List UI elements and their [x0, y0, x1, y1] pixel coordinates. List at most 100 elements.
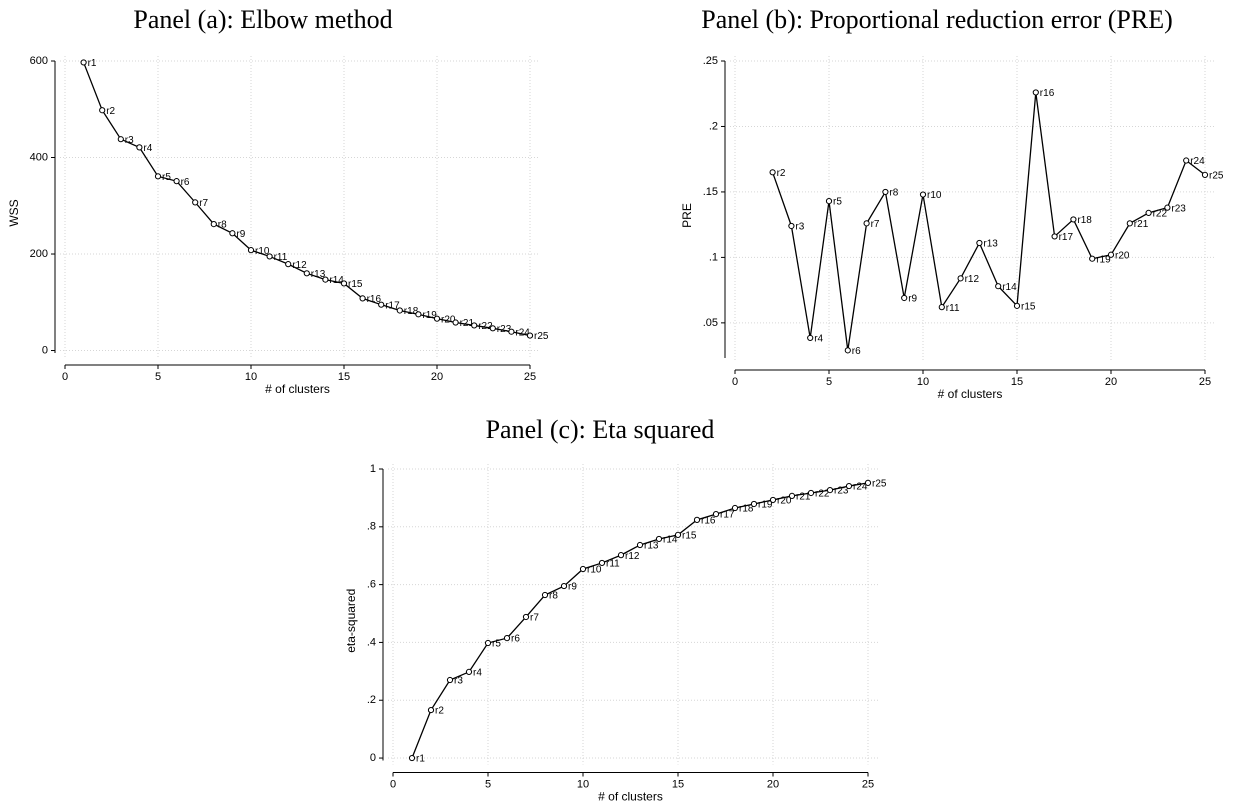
point-label: r21 [1134, 219, 1149, 230]
x-axis-label: # of clusters [265, 382, 330, 396]
y-tick-label: .1 [709, 251, 718, 263]
point [340, 280, 348, 287]
point [408, 754, 416, 762]
point-label: r21 [460, 318, 475, 329]
point [154, 173, 162, 180]
point [617, 552, 625, 559]
y-tick-label: .2 [709, 120, 718, 132]
point [433, 315, 441, 322]
point [712, 510, 720, 518]
point [788, 222, 795, 230]
point-label: r16 [367, 294, 382, 305]
point-label: r8 [218, 220, 227, 231]
point [452, 319, 459, 326]
point [957, 275, 964, 282]
point [788, 492, 796, 499]
point [99, 107, 106, 114]
x-tick-label: 0 [390, 778, 396, 790]
y-tick-label: 1 [370, 463, 376, 475]
y-tick-label: .6 [367, 579, 376, 591]
point [807, 489, 815, 497]
y-tick-label: .8 [367, 521, 376, 533]
x-tick-label: 20 [431, 371, 443, 383]
point-label: r11 [946, 303, 960, 314]
point [415, 311, 422, 318]
point [1089, 255, 1096, 262]
point-label: r18 [1077, 215, 1092, 226]
x-tick-label: 25 [862, 778, 874, 790]
point [446, 676, 454, 684]
point [136, 144, 143, 151]
point [247, 247, 255, 254]
panel-title: Panel (a): Elbow method [133, 5, 392, 34]
point-label: r13 [644, 541, 659, 552]
point [378, 301, 385, 308]
series-line [411, 482, 869, 759]
point-label: r5 [833, 197, 842, 208]
point-label: r4 [473, 668, 482, 679]
point-label: r3 [125, 135, 134, 146]
y-tick-label: .25 [703, 55, 718, 67]
point [229, 230, 236, 237]
point-label: r2 [435, 706, 444, 717]
point-label: r4 [814, 334, 823, 345]
point-label: r6 [511, 634, 520, 645]
point [465, 668, 473, 676]
point-label: r2 [777, 168, 786, 179]
point-label: r8 [549, 591, 558, 602]
point-label: r22 [815, 489, 830, 500]
point [769, 496, 777, 504]
point-label: r11 [606, 559, 620, 570]
y-tick-label: .05 [703, 317, 718, 329]
point [1145, 209, 1152, 216]
point [750, 500, 758, 508]
x-axis-label: # of clusters [598, 790, 663, 803]
point [484, 639, 492, 647]
point-label: r2 [106, 106, 115, 117]
x-tick-label: 20 [767, 778, 779, 790]
point-label: r10 [927, 190, 942, 201]
point [731, 504, 739, 512]
x-tick-label: 25 [1199, 376, 1211, 388]
y-tick-label: .2 [367, 694, 376, 706]
point-label: r7 [530, 613, 539, 624]
y-axis-label: eta-squared [344, 589, 358, 653]
point-label: r14 [663, 535, 678, 546]
point-label: r12 [292, 260, 307, 271]
x-tick-label: 15 [672, 778, 684, 790]
point [503, 634, 511, 642]
point-label: r9 [568, 582, 577, 593]
point-label: r19 [1096, 254, 1111, 265]
point-label: r25 [534, 331, 549, 342]
x-tick-label: 15 [338, 371, 350, 383]
point-label: r20 [1115, 250, 1130, 261]
point-label: r9 [236, 229, 245, 240]
point-label: r15 [348, 279, 363, 290]
y-tick-label: 600 [30, 55, 48, 67]
point [825, 197, 833, 205]
point [1164, 204, 1171, 211]
point [845, 482, 853, 490]
point-label: r17 [1059, 232, 1074, 243]
point-label: r24 [1190, 156, 1205, 167]
point-label: r17 [720, 510, 735, 521]
point-label: r13 [311, 269, 326, 280]
point [976, 239, 983, 247]
point [844, 347, 851, 354]
point [1126, 220, 1133, 227]
series-line [771, 92, 1206, 351]
point [322, 276, 329, 283]
point [901, 294, 908, 302]
point-label: r3 [795, 222, 804, 233]
point [655, 535, 663, 543]
point-label: r24 [515, 327, 530, 338]
point-label: r22 [478, 321, 493, 332]
y-tick-label: .4 [367, 636, 376, 648]
point-label: r4 [143, 143, 152, 154]
point [192, 199, 199, 206]
point [210, 220, 217, 228]
point-label: r14 [1002, 282, 1017, 293]
point-label: r23 [1171, 203, 1186, 214]
point [526, 332, 534, 339]
